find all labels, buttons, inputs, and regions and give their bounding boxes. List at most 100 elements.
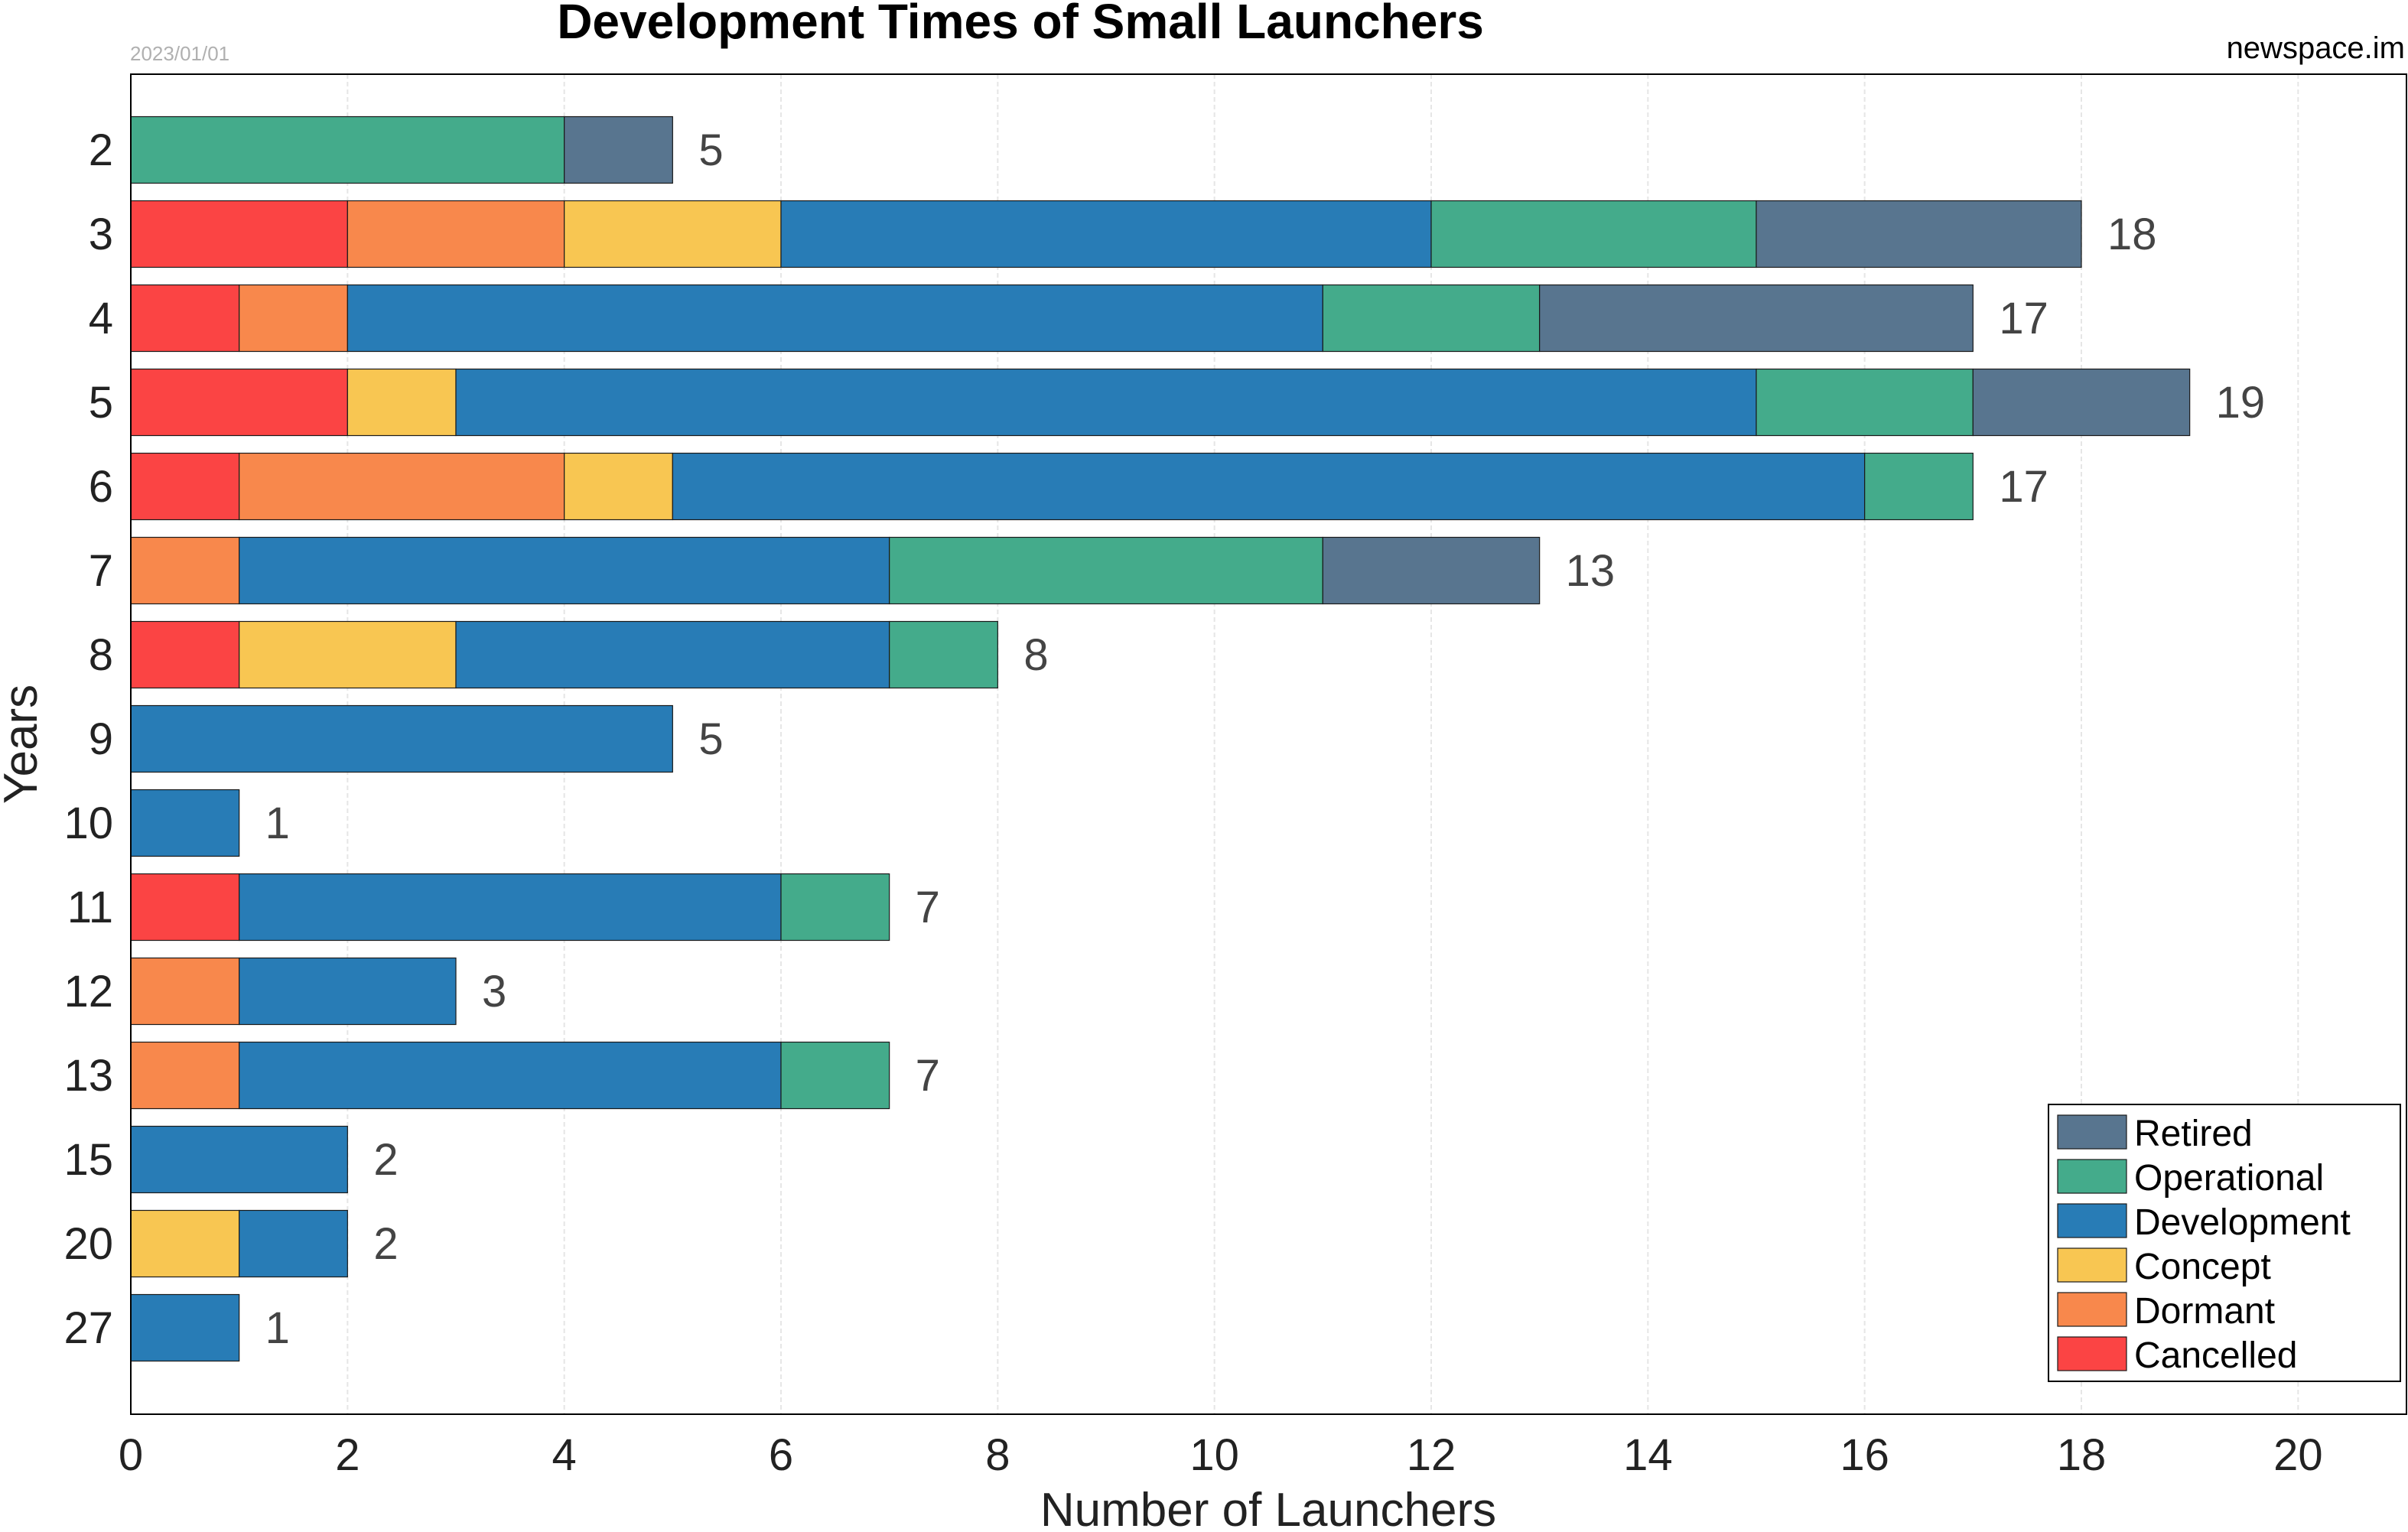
y-tick-label: 7 xyxy=(89,546,113,596)
x-tick-label: 10 xyxy=(1189,1430,1239,1480)
y-tick-label: 9 xyxy=(89,714,113,764)
total-label: 17 xyxy=(1999,462,2048,512)
chart-title: Development Times of Small Launchers xyxy=(557,0,1484,49)
bar-segment xyxy=(564,200,782,268)
bar-segment xyxy=(130,452,240,521)
total-label: 8 xyxy=(1023,630,1048,680)
bar-segment xyxy=(1972,368,2191,437)
legend-label: Concept xyxy=(2134,1247,2271,1287)
x-tick-label: 2 xyxy=(335,1430,360,1480)
bar-segment xyxy=(780,1041,890,1110)
bar-segment xyxy=(239,873,782,942)
y-tick-label: 13 xyxy=(63,1051,113,1101)
y-axis-label: Years xyxy=(0,685,47,804)
x-tick-label: 16 xyxy=(1840,1430,1889,1480)
total-label: 5 xyxy=(698,714,723,764)
bar-segment xyxy=(889,620,998,689)
y-tick-label: 20 xyxy=(63,1219,113,1269)
bar-segment xyxy=(239,957,457,1026)
y-tick-label: 3 xyxy=(89,210,113,259)
x-tick-labels: 0 2 4 6 8 10 12 14 16 18 20 xyxy=(119,1430,2323,1480)
y-tick-labels: 2 3 4 5 6 7 8 9 10 11 12 13 15 20 27 xyxy=(63,125,113,1353)
bar-segment xyxy=(130,1125,348,1194)
bar-segment xyxy=(239,620,457,689)
bar-segment xyxy=(239,1041,782,1110)
bar-segment xyxy=(564,452,673,521)
bar-segment xyxy=(347,368,457,437)
bar-segment xyxy=(1539,284,1974,353)
bar-segment xyxy=(130,704,673,773)
bar-segment xyxy=(130,368,348,437)
bar-segment xyxy=(347,284,1323,353)
y-tick-label: 8 xyxy=(89,630,113,680)
bar-segment xyxy=(130,115,565,184)
chart-source: newspace.im xyxy=(2227,31,2405,65)
legend-label: Cancelled xyxy=(2134,1335,2297,1376)
bar-segment xyxy=(672,452,1866,521)
bar-segment xyxy=(130,284,240,353)
total-label: 1 xyxy=(265,1303,290,1353)
y-tick-label: 4 xyxy=(89,294,113,343)
bar-segment xyxy=(564,115,673,184)
legend-swatch xyxy=(2057,1203,2127,1238)
bar-segment xyxy=(130,536,240,605)
x-axis-label: Number of Launchers xyxy=(1040,1484,1496,1532)
bar-segment xyxy=(780,200,1432,268)
bar-segment xyxy=(130,1293,240,1362)
total-label: 2 xyxy=(373,1135,398,1185)
bar-segment xyxy=(130,957,240,1026)
total-label: 13 xyxy=(1566,546,1616,596)
y-tick-label: 11 xyxy=(67,883,113,932)
legend-swatch xyxy=(2057,1114,2127,1150)
y-tick-label: 12 xyxy=(63,967,113,1016)
total-label: 1 xyxy=(265,799,290,848)
bar-segment xyxy=(130,1041,240,1110)
total-label: 3 xyxy=(482,967,506,1016)
total-label: 17 xyxy=(1999,294,2048,343)
bar-segment xyxy=(1322,284,1541,353)
bar-segment xyxy=(239,284,348,353)
total-label: 18 xyxy=(2107,210,2157,259)
total-label: 5 xyxy=(698,125,723,175)
bar-segment xyxy=(347,200,565,268)
total-label: 7 xyxy=(916,1051,940,1101)
y-tick-label: 10 xyxy=(63,799,113,848)
total-label: 7 xyxy=(916,883,940,932)
legend-box xyxy=(2048,1104,2401,1382)
legend-swatch xyxy=(2057,1159,2127,1194)
total-label: 19 xyxy=(2216,378,2266,428)
bar-segment xyxy=(889,536,1323,605)
chart-date: 2023/01/01 xyxy=(130,42,229,65)
bar-segment xyxy=(1756,368,1974,437)
y-tick-label: 2 xyxy=(89,125,113,175)
legend: RetiredOperationalDevelopmentConceptDorm… xyxy=(2048,1104,2401,1382)
bar-segment xyxy=(1756,200,2082,268)
bar-segment xyxy=(455,620,890,689)
x-tick-label: 20 xyxy=(2273,1430,2323,1480)
x-tick-label: 8 xyxy=(985,1430,1010,1480)
x-tick-label: 12 xyxy=(1407,1430,1456,1480)
bar-segment xyxy=(130,789,240,857)
y-tick-label: 6 xyxy=(89,462,113,512)
bar-segment xyxy=(780,873,890,942)
total-label: 2 xyxy=(373,1219,398,1269)
x-tick-label: 18 xyxy=(2057,1430,2107,1480)
bar-segment xyxy=(130,620,240,689)
legend-label: Operational xyxy=(2134,1158,2324,1199)
bars xyxy=(130,115,2191,1362)
plot-frame xyxy=(130,73,2407,1415)
x-tick-label: 4 xyxy=(552,1430,577,1480)
x-tick-label: 6 xyxy=(769,1430,793,1480)
bar-segment xyxy=(239,452,565,521)
y-tick-label: 27 xyxy=(63,1303,113,1353)
legend-label: Retired xyxy=(2134,1114,2253,1154)
bar-segment xyxy=(1322,536,1541,605)
legend-swatch xyxy=(2057,1292,2127,1327)
bar-segment xyxy=(455,368,1757,437)
x-tick-label: 0 xyxy=(119,1430,143,1480)
bar-segment xyxy=(1430,200,1757,268)
bar-segment xyxy=(239,1209,348,1278)
bar-segment xyxy=(1864,452,1974,521)
